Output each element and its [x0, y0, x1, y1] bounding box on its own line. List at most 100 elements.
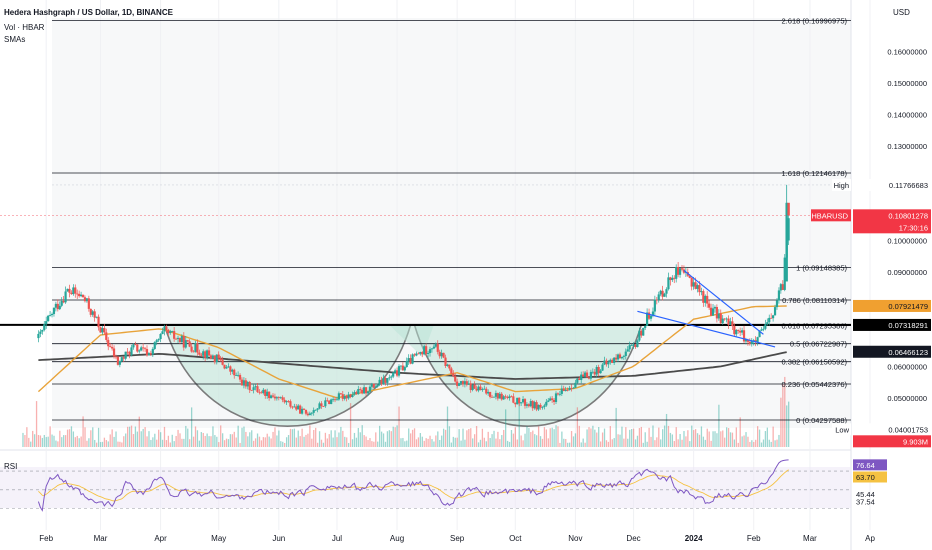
- volume-bar: [187, 428, 189, 447]
- cup-overlap: [389, 324, 434, 357]
- volume-bar: [303, 436, 305, 447]
- rsi-pane: [0, 459, 851, 512]
- volume-bar: [254, 438, 257, 447]
- candle-body: [785, 202, 788, 282]
- candle-body: [440, 352, 443, 357]
- volume-bar: [632, 428, 635, 447]
- candle-body: [624, 351, 627, 357]
- candle-body: [363, 387, 366, 394]
- moving-averages: [37, 305, 787, 399]
- candle-body: [481, 389, 484, 391]
- candle-body: [364, 387, 368, 394]
- time-tick-label: Mar: [803, 534, 817, 543]
- volume-bar: [586, 429, 588, 447]
- candle-body: [70, 292, 73, 295]
- candle-body: [378, 379, 381, 386]
- candle-body: [450, 368, 453, 374]
- candle-body: [448, 364, 451, 369]
- volume-bar: [481, 428, 484, 447]
- volume-bar: [272, 431, 274, 447]
- volume-bar: [470, 428, 472, 447]
- volume-bar: [621, 426, 623, 447]
- volume-bar: [466, 430, 468, 447]
- candle-body: [229, 366, 232, 372]
- candle-body: [339, 393, 342, 395]
- candle-body: [762, 328, 765, 330]
- volume-bar: [130, 425, 133, 447]
- volume-bar: [501, 435, 503, 447]
- volume-bar: [295, 437, 297, 447]
- volume-bar: [743, 435, 745, 447]
- currency-label[interactable]: USD: [893, 8, 910, 17]
- volume-bar: [109, 434, 111, 447]
- volume-bar: [774, 440, 776, 447]
- time-tick-label: Dec: [626, 534, 640, 543]
- candle-body: [438, 351, 441, 357]
- fib-label: 0.382 (0.06150592): [782, 358, 848, 367]
- volume-bar: [305, 434, 307, 447]
- candle-body: [758, 330, 761, 338]
- candle-body: [376, 385, 379, 387]
- volume-bar: [603, 428, 606, 447]
- volume-bar: [148, 431, 150, 447]
- volume-bar: [324, 432, 327, 447]
- volume-bar: [113, 436, 115, 447]
- candle-body: [52, 307, 56, 315]
- sma-short-tag-bg: [853, 299, 931, 312]
- candle-body: [295, 406, 298, 410]
- volume-bar: [233, 431, 235, 447]
- candle-body: [498, 393, 501, 399]
- volume-bar: [473, 434, 476, 447]
- candle-body: [394, 370, 397, 373]
- candle-body: [535, 402, 538, 410]
- candle-body: [582, 374, 585, 377]
- volume-bar: [101, 441, 104, 447]
- candle-body: [496, 393, 499, 399]
- candle-body: [76, 293, 79, 295]
- candle-body: [341, 394, 344, 399]
- volume-legend[interactable]: Vol · HBAR: [4, 23, 45, 32]
- candle-body: [204, 351, 207, 358]
- candle-body: [260, 392, 263, 394]
- volume-bar: [181, 438, 183, 447]
- candle-body: [194, 343, 197, 352]
- volume-bar: [225, 438, 228, 447]
- volume-bar: [532, 430, 534, 447]
- volume-bar: [28, 437, 30, 447]
- candlesticks: [37, 184, 790, 417]
- neckline-tag-bg: [853, 318, 931, 331]
- volume-bar: [642, 442, 644, 447]
- volume-bar: [125, 433, 127, 447]
- volume-bar: [210, 436, 212, 447]
- volume-bar: [353, 432, 356, 447]
- candle-body: [521, 399, 525, 403]
- candle-body: [432, 346, 435, 349]
- volume-bar: [607, 441, 610, 447]
- sma-legend[interactable]: SMAs: [4, 35, 26, 44]
- volume-bar: [390, 431, 392, 447]
- candle-body: [333, 399, 337, 401]
- candle-body: [721, 318, 724, 324]
- time-tick-label: Apr: [154, 534, 167, 543]
- volume-bar: [415, 439, 418, 447]
- volume-bar: [510, 429, 513, 447]
- volume-bar: [671, 434, 674, 447]
- candle-body: [583, 372, 587, 377]
- volume-bar: [402, 437, 404, 447]
- candle-body: [428, 349, 432, 353]
- volume-bar: [342, 430, 344, 447]
- candle-body: [731, 321, 734, 327]
- candle-body: [568, 387, 571, 391]
- rsi-legend[interactable]: RSI: [4, 462, 18, 471]
- volume-bar: [115, 431, 117, 447]
- volume-bar: [123, 436, 125, 447]
- volume-bar: [311, 438, 313, 447]
- volume-bar: [404, 441, 406, 447]
- volume-bar: [733, 439, 736, 447]
- volume-bar: [506, 440, 509, 447]
- volume-bar: [522, 440, 524, 447]
- volume-bar: [508, 441, 511, 447]
- volume-bar: [64, 435, 67, 447]
- wedge-upper-line: [683, 269, 764, 335]
